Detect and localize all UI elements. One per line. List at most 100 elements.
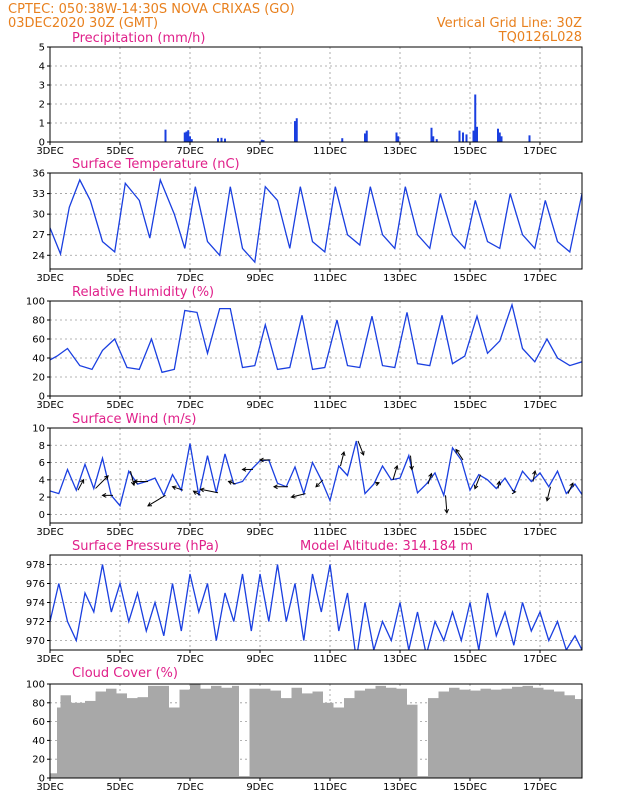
- cloud-bar: [211, 685, 222, 778]
- wind-ytick-label: 6: [39, 458, 45, 469]
- wind-ytick-label: 4: [39, 475, 45, 486]
- pressure-xtick-label: 11DEC: [313, 654, 347, 665]
- cloud-bar: [137, 697, 148, 778]
- wind-xtick-label: 3DEC: [36, 527, 63, 538]
- precip-bar: [164, 129, 167, 142]
- precip-bar: [185, 131, 188, 142]
- wind-vector-head: [455, 448, 460, 454]
- precip-ytick-label: 3: [39, 81, 45, 92]
- humidity-xtick-label: 5DEC: [106, 400, 133, 411]
- cloud-bar: [249, 688, 260, 778]
- cloud-bar: [417, 776, 428, 778]
- cloud-ytick-label: 80: [32, 698, 45, 709]
- cloud-bar: [491, 689, 502, 778]
- precip-bar: [224, 138, 226, 142]
- precip-bar: [364, 133, 366, 142]
- wind-vector-head: [101, 493, 107, 498]
- precip-xtick-label: 7DEC: [176, 146, 203, 157]
- precip-xtick-label: 3DEC: [36, 146, 63, 157]
- humidity-xtick-label: 3DEC: [36, 400, 63, 411]
- cloud-xtick-label: 3DEC: [36, 782, 63, 793]
- precip-bar: [430, 127, 433, 142]
- cloud-bar: [57, 707, 61, 778]
- wind-vector-head: [272, 484, 278, 490]
- wind-vector-head: [394, 464, 399, 470]
- precip-plot: [164, 94, 531, 142]
- cloud-bar: [575, 699, 582, 778]
- precip-bar: [397, 136, 400, 142]
- cloud-bar: [333, 707, 344, 778]
- wind-vector: [200, 488, 219, 494]
- cloud-bar: [407, 704, 418, 778]
- cloud-bar: [512, 686, 523, 778]
- pressure-altitude: Model Altitude: 314.184 m: [300, 539, 473, 554]
- wind-xtick-label: 15DEC: [453, 527, 487, 538]
- cloud-ytick-label: 40: [32, 736, 45, 747]
- cloud-xtick-label: 17DEC: [523, 782, 557, 793]
- precip-ytick-label: 5: [39, 43, 45, 54]
- pressure-ytick-label: 976: [26, 579, 45, 590]
- precip-bar: [217, 138, 219, 142]
- pressure-panel: 970 972 974 976 978 3DEC 5DEC 7DEC 9DEC 11DEC 13DE…: [26, 554, 583, 665]
- wind-xtick-label: 7DEC: [176, 527, 203, 538]
- temperature-xtick-label: 5DEC: [106, 273, 133, 284]
- precip-bar: [220, 137, 223, 142]
- cloud-bar: [344, 698, 355, 778]
- pressure-xtick-label: 15DEC: [453, 654, 487, 665]
- pressure-ytick-label: 974: [26, 598, 45, 609]
- precip-bar: [435, 139, 438, 142]
- humidity-ytick-label: 40: [32, 354, 45, 365]
- precip-bar: [189, 136, 191, 142]
- temperature-plot: [50, 177, 582, 264]
- temperature-title: Surface Temperature (nC): [72, 157, 240, 172]
- cloud-bar: [260, 688, 271, 778]
- cloud-bar: [501, 688, 512, 778]
- cloud-bar: [428, 698, 439, 778]
- precip-bar: [295, 118, 298, 142]
- humidity-xtick-label: 13DEC: [383, 400, 417, 411]
- pressure-plot: [50, 564, 582, 650]
- precip-bar: [262, 140, 265, 142]
- cloud-bar: [200, 688, 211, 778]
- cloud-bar: [365, 688, 376, 778]
- humidity-series-line: [50, 302, 582, 374]
- precip-xtick-label: 9DEC: [246, 146, 273, 157]
- wind-ytick-label: 8: [39, 441, 45, 452]
- wind-plot: [50, 440, 582, 514]
- wind-vector-head: [132, 479, 138, 484]
- humidity-xtick-label: 17DEC: [523, 400, 557, 411]
- cloud-bar: [533, 687, 544, 778]
- cloud-bar: [71, 702, 85, 778]
- precip-bar: [395, 132, 398, 142]
- cloud-bar: [470, 690, 481, 778]
- pressure-xtick-label: 13DEC: [383, 654, 417, 665]
- cloud-ytick-label: 100: [26, 680, 45, 691]
- header-grid-line: Vertical Grid Line: 30Z: [437, 16, 582, 31]
- temperature-ytick-label: 27: [32, 230, 45, 241]
- cloud-bar: [375, 685, 386, 778]
- cloud-xtick-label: 9DEC: [246, 782, 273, 793]
- cloud-xtick-label: 15DEC: [453, 782, 487, 793]
- wind-vector-head: [241, 467, 247, 472]
- wind-vector: [228, 480, 236, 485]
- pressure-ytick-label: 978: [26, 560, 45, 571]
- wind-vector: [474, 474, 481, 489]
- precip-panel: 0 1 2 3 4 5 3DEC 5DEC 7DEC 9DEC 11DEC 13DEC 15DEC 17D…: [36, 43, 583, 157]
- panels: 0 1 2 3 4 5 3DEC 5DEC 7DEC 9DEC 11DEC 13DEC 15DEC 17D…: [26, 43, 583, 793]
- pressure-xtick-label: 7DEC: [176, 654, 203, 665]
- precip-bar: [458, 130, 461, 142]
- pressure-ytick-label: 972: [26, 617, 45, 628]
- humidity-ytick-label: 0: [39, 392, 45, 403]
- precip-frame: [49, 46, 583, 143]
- cloud-ytick-label: 20: [32, 755, 45, 766]
- cloud-bar: [543, 689, 554, 778]
- precip-bar: [498, 132, 501, 142]
- cloud-bar: [323, 702, 334, 778]
- wind-vector-head: [532, 470, 537, 476]
- wind-vector-head: [409, 465, 414, 471]
- wind-ytick-label: 0: [39, 510, 45, 521]
- cloud-bar: [106, 688, 117, 778]
- cloud-bar: [459, 689, 470, 778]
- wind-vector: [130, 471, 135, 486]
